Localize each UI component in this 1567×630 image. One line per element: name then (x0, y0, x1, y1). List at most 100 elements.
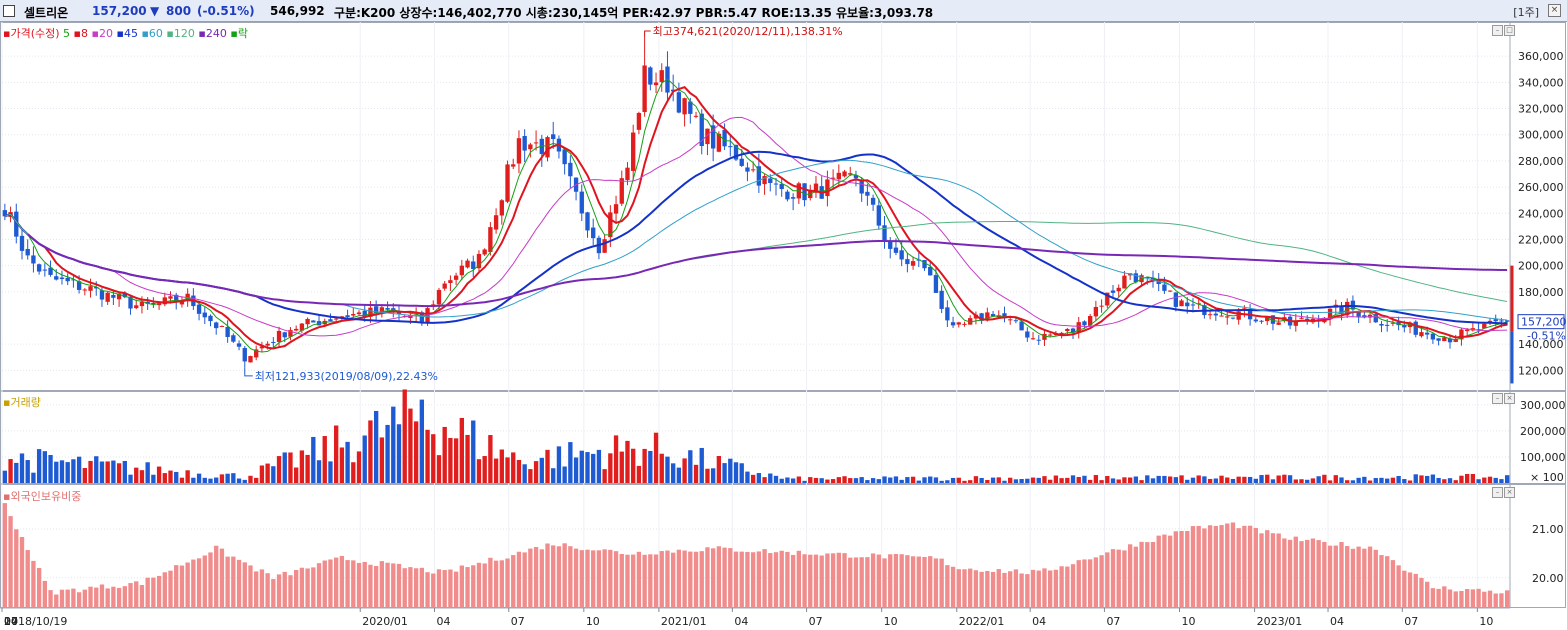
foreign-ratio-bar (402, 568, 407, 607)
candle-body (1173, 292, 1179, 307)
volume-bar (1179, 475, 1184, 483)
candle-body (305, 318, 310, 325)
x-axis-label: 04 (1330, 615, 1344, 628)
foreign-ratio-bar (1345, 546, 1350, 607)
volume-bar (471, 420, 476, 483)
volume-bar (1196, 475, 1201, 483)
candle-body (105, 292, 110, 302)
foreign-ratio-bar (825, 553, 830, 607)
foreign-ratio-bar (88, 586, 93, 607)
candle-body (848, 173, 853, 175)
foreign-ratio-bar (316, 563, 322, 607)
candle-body (36, 264, 42, 272)
volume-bar (893, 476, 899, 483)
volume-bar (865, 480, 870, 483)
volume-bar (1390, 477, 1396, 483)
volume-bar (522, 464, 527, 483)
volume-bar (19, 453, 25, 483)
foreign-ratio-bar (362, 561, 367, 607)
candle-body (59, 277, 65, 279)
volume-bar (122, 460, 127, 483)
candle-body (2, 210, 8, 217)
volume-bar (1247, 476, 1253, 483)
volume-bar (888, 477, 893, 483)
candle-body (1493, 319, 1498, 322)
volume-bar (128, 474, 133, 483)
candle-body (368, 307, 373, 317)
volume-bar (379, 437, 385, 483)
candle-body (208, 315, 213, 322)
foreign-ratio-bar (493, 560, 499, 607)
candle-body (31, 255, 36, 264)
volume-bar (76, 456, 82, 483)
candle-body (436, 289, 442, 305)
volume-bar (848, 478, 853, 483)
foreign-close-icon[interactable]: × (1504, 487, 1515, 498)
candle-body (1048, 334, 1053, 336)
foreign-ratio-bar (693, 551, 699, 607)
candle-body (185, 293, 190, 301)
foreign-ratio-bar (408, 567, 413, 607)
foreign-ratio-bar (591, 550, 596, 607)
stock-name[interactable]: 셀트리온 (24, 6, 69, 20)
volume-bar (973, 476, 979, 483)
stock-chart[interactable]: 360,000 340,000 320,000 300,000 280,000 260,0… (0, 22, 1567, 630)
volume-bar (1487, 476, 1493, 483)
foreign-ratio-bar (214, 545, 219, 607)
volume-bar (539, 457, 544, 483)
candle-body (682, 98, 687, 115)
foreign-ratio-bar (1499, 593, 1504, 607)
foreign-ratio-bar (642, 554, 647, 607)
volume-bar (785, 477, 790, 483)
foreign-ratio-bar (488, 557, 493, 607)
candle-body (1299, 317, 1304, 319)
foreign-ratio-bar (356, 562, 362, 607)
foreign-ratio-bar (1356, 546, 1361, 607)
volume-bar (1053, 475, 1059, 483)
foreign-ratio-bar (1190, 526, 1196, 607)
candle-body (1356, 311, 1361, 317)
volume-bar (1459, 475, 1464, 483)
volume-bar (802, 480, 807, 483)
period-selector[interactable]: [1주] (1513, 6, 1539, 19)
volume-minimize-icon[interactable]: – (1492, 393, 1503, 404)
volume-bar (648, 450, 653, 483)
candle-body (842, 171, 847, 177)
volume-bar (1133, 476, 1139, 483)
candle-body (859, 180, 864, 194)
volume-bar (1087, 479, 1093, 483)
volume-bar (1339, 477, 1344, 483)
volume-bar (562, 466, 567, 483)
candle-body (985, 312, 990, 321)
volume-bar (442, 426, 447, 483)
volume-close-icon[interactable]: × (1504, 393, 1515, 404)
foreign-ratio-bar (208, 552, 213, 607)
candle-body (1396, 322, 1401, 326)
foreign-ratio-bar (511, 555, 516, 607)
foreign-ratio-bar (122, 586, 127, 607)
foreign-minimize-icon[interactable]: – (1492, 487, 1503, 498)
volume-bar (391, 406, 396, 483)
volume-bar (2, 470, 8, 483)
panel-frame (0, 22, 1566, 391)
volume-bar (596, 449, 602, 483)
close-icon[interactable]: × (1548, 4, 1561, 17)
foreign-ratio-bar (1276, 533, 1281, 607)
candle-body (968, 318, 973, 325)
candle-body (1459, 329, 1464, 340)
foreign-ratio-bar (1122, 550, 1127, 607)
volume-bar (1504, 475, 1510, 483)
foreign-ratio-bar (1150, 541, 1156, 607)
volume-bar (1379, 477, 1384, 483)
candle-body (1447, 338, 1453, 343)
select-checkbox[interactable] (3, 5, 15, 17)
foreign-ratio-bar (1030, 569, 1036, 607)
panel-maximize-icon[interactable]: □ (1504, 25, 1515, 36)
candle-body (116, 293, 122, 300)
foreign-ratio-bar (1036, 570, 1041, 607)
candle-body (14, 211, 19, 237)
candle-body (722, 129, 727, 147)
foreign-ratio-bar (1385, 556, 1390, 607)
panel-minimize-icon[interactable]: – (1492, 25, 1503, 36)
foreign-ratio-bar (979, 571, 984, 607)
